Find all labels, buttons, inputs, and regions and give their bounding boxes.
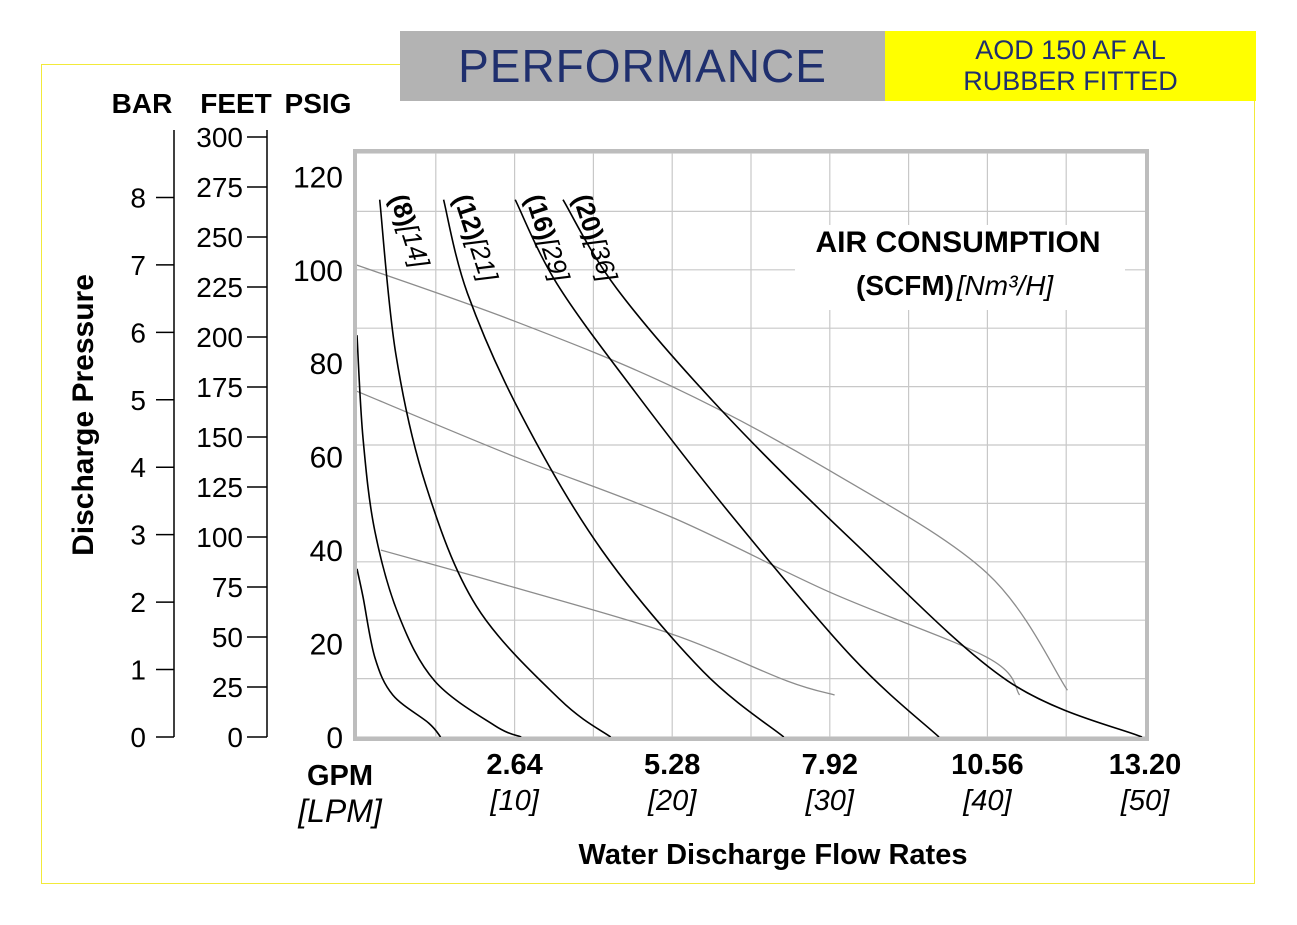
- model-banner: AOD 150 AF AL RUBBER FITTED: [885, 31, 1256, 101]
- feet-tick-label: 250: [196, 222, 243, 253]
- capacity-curve: [356, 568, 442, 738]
- psig-tick-label: 120: [293, 161, 343, 194]
- air-consumption-curve: [378, 199, 612, 738]
- x-tick-label-secondary: [30]: [805, 785, 855, 817]
- bar-tick-label: 0: [130, 722, 146, 753]
- air-consumption-curve: [442, 199, 785, 738]
- model-fitting: RUBBER FITTED: [963, 66, 1178, 96]
- x-tick-label: 5.28: [644, 749, 700, 781]
- air-consumption-curve: [514, 199, 940, 738]
- bar-tick-label: 3: [130, 520, 146, 551]
- air-consumption-title: AIR CONSUMPTION: [816, 226, 1101, 259]
- title-banner: PERFORMANCE: [400, 31, 885, 101]
- feet-tick-label: 225: [196, 272, 243, 303]
- bar-tick-label: 7: [130, 250, 146, 281]
- x-tick-label: 13.20: [1109, 749, 1182, 781]
- plot-border: [353, 149, 1149, 741]
- psig-tick-label: 40: [310, 535, 343, 568]
- air-consumption-units: (SCFM): [856, 270, 954, 301]
- feet-tick-label: 300: [196, 122, 243, 153]
- capacity-curve: [356, 335, 522, 738]
- psig-tick-label: 100: [293, 255, 343, 288]
- feet-tick-label: 125: [196, 472, 243, 503]
- bar-tick-label: 8: [130, 182, 146, 213]
- npsh-curves: [356, 264, 1068, 696]
- x-tick-label: 2.64: [486, 749, 542, 781]
- curve-label: (20)[36]: [567, 190, 623, 285]
- axes: 0204060801001202.64[10]5.28[20]7.92[30]1…: [130, 122, 1181, 817]
- bar-tick-label: 2: [130, 587, 146, 618]
- x-unit-lpm: [LPM]: [297, 793, 383, 829]
- curve-label: (12)[21]: [448, 190, 504, 285]
- page-title: PERFORMANCE: [458, 40, 827, 92]
- psig-tick-label: 60: [310, 442, 343, 475]
- feet-tick-label: 25: [212, 672, 243, 703]
- performance-curves: (8)[14](12)[21] (16)[29](20)[36]: [356, 190, 1143, 738]
- x-tick-label-secondary: [50]: [1120, 785, 1170, 817]
- scale-header-bar: BAR: [112, 88, 173, 119]
- air-consumption-curve: [562, 199, 1143, 738]
- feet-tick-label: 175: [196, 372, 243, 403]
- psig-tick-label: 20: [310, 629, 343, 662]
- feet-tick-label: 0: [227, 722, 243, 753]
- x-tick-label: 10.56: [951, 749, 1024, 781]
- bar-tick-label: 1: [130, 655, 146, 686]
- feet-tick-label: 100: [196, 522, 243, 553]
- air-consumption-legend-bg: [795, 225, 1125, 310]
- feet-tick-label: 75: [212, 572, 243, 603]
- psig-tick-label: 80: [310, 348, 343, 381]
- feet-tick-label: 275: [196, 172, 243, 203]
- bar-tick-label: 4: [130, 452, 146, 483]
- feet-tick-label: 200: [196, 322, 243, 353]
- npsh-curve: [356, 390, 1021, 696]
- x-tick-label-secondary: [40]: [962, 785, 1012, 817]
- scale-header-feet: FEET: [200, 88, 272, 119]
- curve-label: (8)[14]: [384, 190, 436, 271]
- y-axis-title: Discharge Pressure: [67, 274, 100, 556]
- x-tick-label-secondary: [20]: [647, 785, 697, 817]
- x-axis-title: Water Discharge Flow Rates: [579, 839, 968, 871]
- bar-tick-label: 6: [130, 317, 146, 348]
- air-consumption-units-metric: [Nm³/H]: [956, 270, 1055, 301]
- feet-tick-label: 50: [212, 622, 243, 653]
- model-name: AOD 150 AF AL: [975, 35, 1166, 65]
- bar-tick-label: 5: [130, 385, 146, 416]
- feet-tick-label: 150: [196, 422, 243, 453]
- npsh-curve: [356, 264, 1068, 691]
- x-tick-label-secondary: [10]: [489, 785, 539, 817]
- npsh-curve: [380, 549, 835, 696]
- scale-header-psig: PSIG: [285, 88, 352, 119]
- curve-label: (16)[29]: [519, 190, 575, 285]
- x-tick-label: 7.92: [802, 749, 858, 781]
- psig-tick-label: 0: [326, 722, 343, 755]
- x-unit-gpm: GPM: [307, 760, 373, 792]
